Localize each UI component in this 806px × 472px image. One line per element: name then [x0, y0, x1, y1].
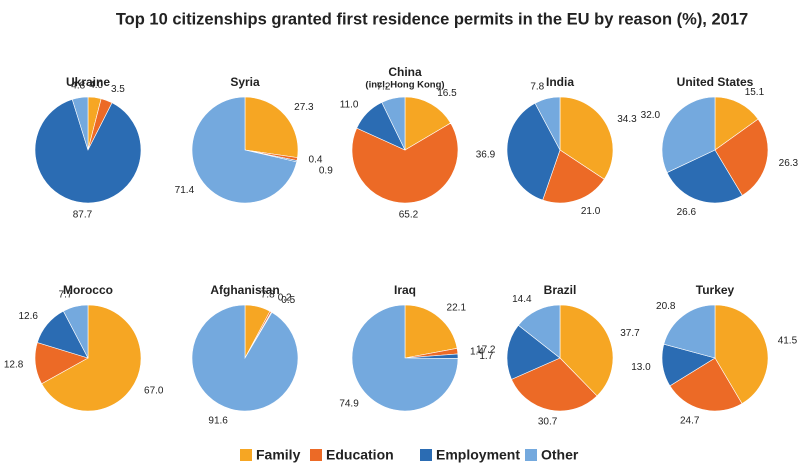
pie-slice [511, 357, 598, 412]
value-label: 65.2 [399, 210, 419, 221]
pie-title: Morocco [63, 283, 113, 297]
pie-slice [663, 304, 716, 359]
pie-slice [191, 304, 299, 412]
pie-slice [714, 96, 759, 151]
pie-slice [559, 304, 614, 397]
pie-slice [714, 118, 769, 196]
value-label: 7.8 [261, 290, 275, 301]
legend-swatch [420, 449, 432, 461]
pie-title: India [546, 75, 574, 89]
value-label: 7.8 [530, 82, 544, 93]
pie-title: Iraq [394, 283, 416, 297]
pie-title: Turkey [696, 283, 735, 297]
pie-title: Afghanistan [210, 283, 279, 297]
pie-slice [244, 96, 299, 158]
value-label: 71.4 [175, 185, 195, 196]
value-label: 3.5 [111, 84, 125, 95]
value-label: 20.8 [656, 301, 676, 312]
pie-title: Ukraine [66, 75, 110, 89]
pie-slice [506, 324, 561, 380]
value-label: 26.6 [677, 207, 697, 218]
pie-slice [506, 102, 561, 201]
legend-label: Education [326, 447, 394, 463]
value-label: 30.7 [538, 416, 558, 427]
value-label: 0.9 [319, 166, 333, 177]
pie-slice [71, 96, 89, 151]
pie-slice [351, 122, 459, 204]
value-label: 4.8 [71, 80, 85, 91]
legend-label: Family [256, 447, 301, 463]
pie-slice [62, 304, 89, 359]
value-label: 21.0 [581, 206, 601, 217]
pie-slice [517, 304, 561, 359]
value-label: 74.9 [339, 398, 359, 409]
value-label: 0.2 [278, 292, 292, 303]
value-label: 16.5 [437, 88, 457, 99]
page-title: Top 10 citizenships granted first reside… [116, 10, 748, 28]
pie-slice [404, 96, 452, 151]
pie-slice [669, 357, 743, 412]
value-label: 7.7 [59, 290, 73, 301]
legend-label: Other [541, 447, 579, 463]
value-label: 1.7 [479, 351, 493, 362]
value-label: 13.0 [631, 362, 651, 373]
value-label: 12.8 [4, 359, 24, 370]
pie-slice [34, 99, 142, 204]
value-label: 26.3 [779, 158, 799, 169]
pie-slice [381, 96, 406, 151]
value-label: 7.2 [377, 81, 391, 92]
pie-slice [404, 304, 458, 359]
value-label: 36.9 [476, 150, 496, 161]
legend-swatch [310, 449, 322, 461]
value-label: 41.5 [778, 335, 798, 346]
value-label: 12.6 [18, 311, 38, 322]
value-label: 0.4 [309, 154, 323, 165]
pie-slice [351, 304, 459, 412]
value-label: 22.1 [447, 303, 467, 314]
value-label: 15.1 [745, 87, 765, 98]
value-label: 37.7 [620, 328, 640, 339]
value-label: 1.4 [470, 346, 484, 357]
legend-label: Employment [436, 447, 520, 463]
value-label: 67.0 [144, 386, 164, 397]
pie-title: China [388, 65, 422, 79]
value-label: 0.5 [281, 295, 295, 306]
pie-slice [534, 96, 561, 151]
pie-slice [191, 96, 298, 204]
value-label: 34.3 [617, 114, 637, 125]
value-label: 91.6 [208, 415, 228, 426]
pie-title: United States [677, 75, 754, 89]
pie-subtitle: (incl. Hong Kong) [365, 80, 444, 91]
legend-swatch [240, 449, 252, 461]
value-label: 32.0 [641, 110, 661, 121]
value-label: 27.3 [294, 102, 314, 113]
pie-slice [714, 304, 769, 405]
pie-slice [666, 149, 743, 204]
value-label: 24.7 [680, 416, 700, 427]
value-label: 87.7 [73, 209, 93, 220]
pie-title: Brazil [544, 283, 577, 297]
value-label: 11.0 [340, 99, 359, 110]
pie-slice [542, 149, 605, 204]
pie-slice [661, 96, 716, 173]
legend-swatch [525, 449, 537, 461]
pie-slice [41, 304, 142, 412]
value-label: 14.4 [512, 294, 532, 305]
value-label: 4.0 [89, 80, 103, 91]
value-label: 17.2 [476, 344, 496, 355]
pie-title: Syria [230, 75, 260, 89]
